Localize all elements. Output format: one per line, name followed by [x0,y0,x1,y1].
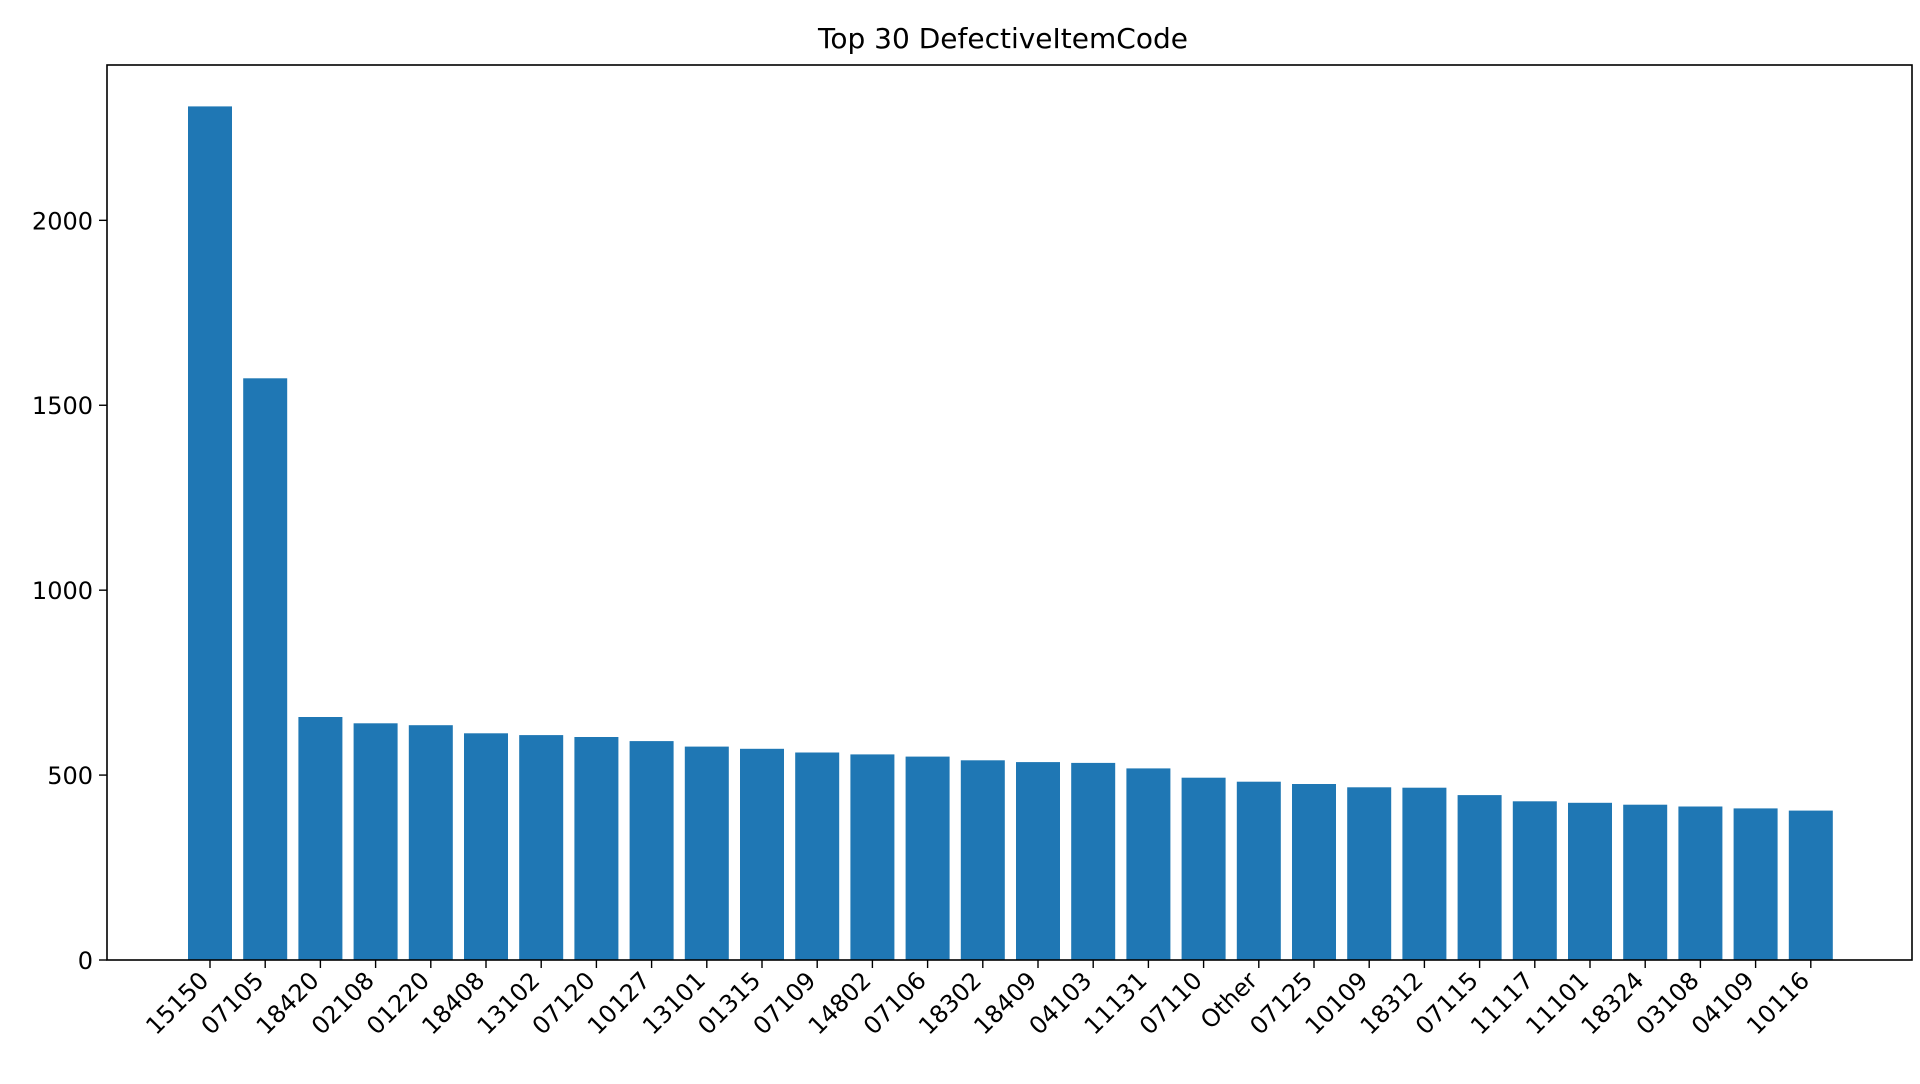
bar-18312 [1402,787,1447,960]
y-tick-label: 0 [78,947,93,975]
y-axis: 0 500 1000 1500 2000 [32,207,107,975]
y-tick-label: 1000 [32,577,93,605]
x-axis: 1515007105184200210801220184081310207120… [140,960,1815,1040]
bar-03108 [1678,806,1723,960]
y-tick-label: 1500 [32,392,93,420]
bar-13102 [519,735,564,960]
plot-frame [106,64,1913,961]
y-tick-label: 2000 [32,207,93,235]
chart-title: Top 30 DefectiveItemCode [817,22,1188,55]
bar-Other [1236,781,1281,960]
bar-07106 [905,756,950,960]
bar-02108 [353,723,398,960]
bar-18324 [1623,804,1668,960]
x-tick-label: 07110 [1134,966,1208,1040]
bar-18420 [298,717,343,960]
bar-11101 [1568,802,1612,960]
x-tick-label: 10116 [1741,966,1815,1040]
bar-13101 [684,746,729,960]
bar-14802 [850,754,895,960]
bar-18408 [464,733,508,960]
bar-04109 [1733,808,1778,960]
bar-01220 [408,725,453,960]
bar-01315 [740,748,784,960]
bar-11117 [1512,801,1557,960]
bar-18409 [1016,762,1060,960]
bar-07115 [1457,795,1502,960]
bar-07105 [243,378,288,961]
bar-11131 [1126,768,1171,960]
bar-18302 [960,760,1005,960]
bar-04103 [1071,762,1116,960]
bar-15150 [188,106,232,960]
y-tick-label: 500 [47,762,93,790]
bar-07125 [1292,784,1336,960]
bar-10127 [629,741,674,960]
bar-10109 [1347,787,1392,960]
bar-07110 [1181,777,1226,960]
bar-07109 [795,752,840,960]
bar-07120 [574,737,619,960]
bars-group [188,106,1833,961]
bar-10116 [1788,810,1833,960]
